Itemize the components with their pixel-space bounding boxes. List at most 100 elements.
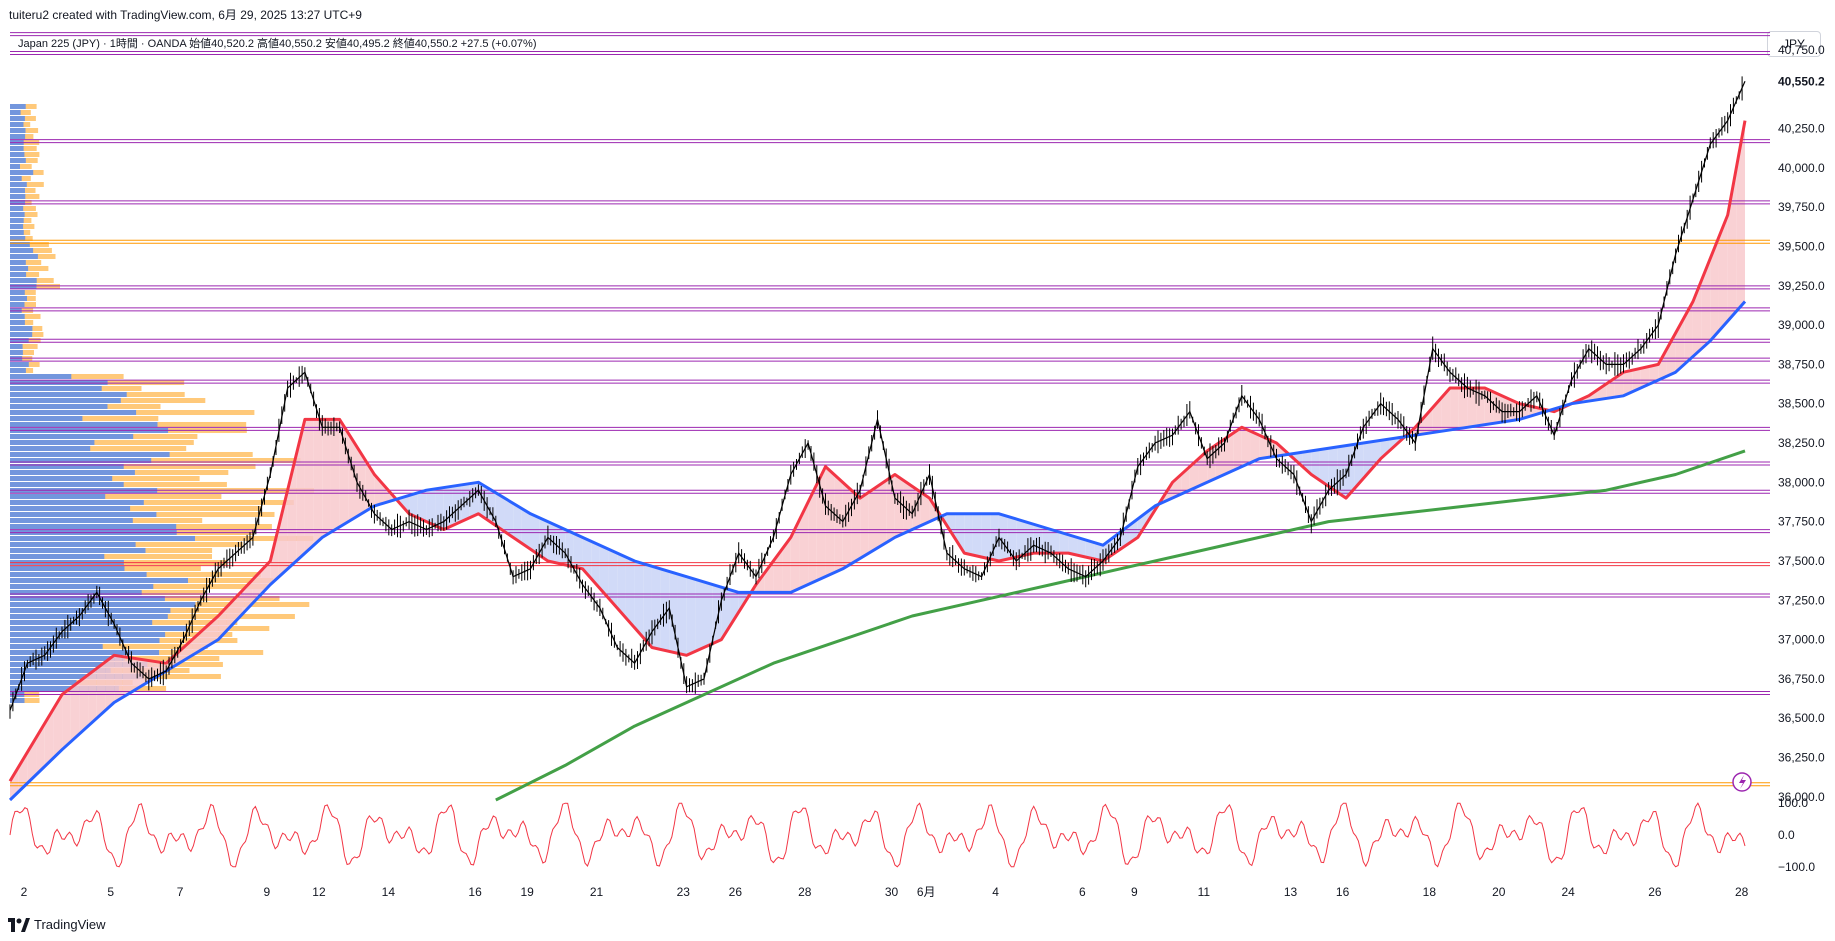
cloud-segment xyxy=(140,659,149,687)
cloud-segment xyxy=(313,419,323,546)
price-tick-label: 37,500.0 xyxy=(1778,554,1825,568)
volume-bar-buy xyxy=(10,386,102,391)
cloud-segment xyxy=(1502,395,1511,423)
chart-attribution: tuiteru2 created with TradingView.com, 6… xyxy=(9,8,362,22)
volume-bar-buy xyxy=(10,410,137,415)
volume-bar-buy xyxy=(10,344,23,349)
volume-bar-sell xyxy=(10,698,40,703)
cloud-segment xyxy=(1024,521,1034,556)
volume-bar-buy xyxy=(10,416,83,421)
volume-bar-buy xyxy=(10,698,25,703)
cloud-segment xyxy=(79,674,89,734)
cloud-segment xyxy=(964,513,973,556)
time-tick-label: 18 xyxy=(1423,885,1437,899)
cloud-segment xyxy=(62,688,71,750)
cloud-segment xyxy=(1328,446,1338,493)
price-axis[interactable]: 40,750.0 40,250.0 40,000.0 39,750.0 39,500.0… xyxy=(1778,43,1825,804)
oscillator-tick-label: 100.0 xyxy=(1778,796,1808,810)
volume-bar-sell xyxy=(10,458,301,463)
cloud-segment xyxy=(972,513,982,558)
volume-bar-sell xyxy=(10,494,222,499)
cloud-segment xyxy=(1302,450,1312,475)
cloud-segment xyxy=(608,549,618,609)
cloud-segment xyxy=(851,490,861,564)
ema-line xyxy=(8,300,1747,802)
cloud-segment xyxy=(912,486,921,530)
cloud-segment xyxy=(998,513,1008,561)
cloud-segment xyxy=(1233,427,1242,471)
cloud-segment xyxy=(304,419,314,554)
volume-bar-buy xyxy=(10,260,26,265)
cloud-segment xyxy=(591,541,600,589)
currency-button[interactable]: JPY xyxy=(1767,31,1821,57)
volume-bar-buy xyxy=(10,542,136,547)
time-axis[interactable]: 2 5 7 9 12 14 16 19 21 23 26 28 30 6月 4 6 9 11 13 16 18 20 24 2… xyxy=(21,885,1749,899)
volume-bar-buy xyxy=(10,686,119,691)
cloud-segment xyxy=(504,498,514,538)
cloud-segment xyxy=(409,492,418,518)
price-tick-label: 38,250.0 xyxy=(1778,436,1825,450)
cloud-segment xyxy=(339,419,349,527)
price-tick-label: 37,750.0 xyxy=(1778,515,1825,529)
time-tick-label: 6 xyxy=(1079,885,1086,899)
tradingview-footer: TradingView xyxy=(8,917,106,932)
time-tick-label: 23 xyxy=(677,885,691,899)
cloud-segment xyxy=(599,545,609,599)
volume-bar-sell xyxy=(10,506,262,511)
volume-bar-sell xyxy=(10,440,194,445)
alert-lightning-icon[interactable] xyxy=(1732,772,1752,792)
cloud-segment xyxy=(643,563,652,648)
cloud-segment xyxy=(669,571,678,654)
volume-bar-buy xyxy=(10,458,152,463)
price-close-line xyxy=(9,81,1746,711)
cloud-segment xyxy=(981,513,991,559)
cloud-segment xyxy=(70,681,80,742)
price-tick-label: 39,500.0 xyxy=(1778,239,1825,253)
cloud-segment xyxy=(1337,445,1346,499)
volume-bar-sell xyxy=(10,266,49,271)
time-tick-label: 30 xyxy=(885,885,899,899)
last-price-label: 40,550.2 xyxy=(1778,74,1825,88)
volume-bar-buy xyxy=(10,278,37,283)
oscillator-pane xyxy=(9,802,1746,868)
time-tick-label: 6月 xyxy=(917,885,936,899)
cloud-segment xyxy=(348,433,357,522)
cloud-segment xyxy=(105,655,115,711)
volume-bar-buy xyxy=(10,518,133,523)
volume-bar-buy xyxy=(10,122,24,127)
cloud-segment xyxy=(426,488,436,526)
cloud-segment xyxy=(695,579,704,652)
symbol-info-legend: Japan 225 (JPY) · 1時間 · OANDA 始値40,520.2… xyxy=(18,38,537,50)
cloud-segment xyxy=(1684,301,1693,365)
cloud-segment xyxy=(513,503,522,544)
time-tick-label: 9 xyxy=(1131,885,1138,899)
volume-bar-buy xyxy=(10,584,154,589)
volume-bar-sell xyxy=(10,416,159,421)
cloud-segment xyxy=(1207,444,1216,483)
time-tick-label: 11 xyxy=(1198,885,1211,899)
cloud-segment xyxy=(1016,519,1025,558)
volume-bar-sell xyxy=(10,164,32,169)
cloud-segment xyxy=(114,655,123,703)
price-tick-label: 40,250.0 xyxy=(1778,121,1825,135)
cloud-segment xyxy=(1597,384,1607,400)
cloud-segment xyxy=(1649,364,1659,385)
cloud-segment xyxy=(18,752,28,792)
cloud-segment xyxy=(1519,403,1529,420)
cloud-segment xyxy=(686,576,696,656)
volume-bar-buy xyxy=(10,506,131,511)
cloud-segment xyxy=(1354,443,1364,489)
cloud-segment xyxy=(1450,387,1459,430)
cloud-segment xyxy=(634,560,644,638)
volume-bar-sell xyxy=(10,554,212,559)
cloud-segment xyxy=(88,668,97,727)
cloud-segment xyxy=(1701,258,1711,349)
volume-bar-buy xyxy=(10,650,160,655)
cloud-segment xyxy=(1224,433,1234,475)
price-tick-label: 36,250.0 xyxy=(1778,751,1825,765)
oscillator-axis: 100.0 0.0 −100.0 xyxy=(1778,796,1815,874)
volume-bar-buy xyxy=(10,296,27,301)
cloud-segment xyxy=(1250,431,1260,463)
volume-bar-buy xyxy=(10,626,186,631)
